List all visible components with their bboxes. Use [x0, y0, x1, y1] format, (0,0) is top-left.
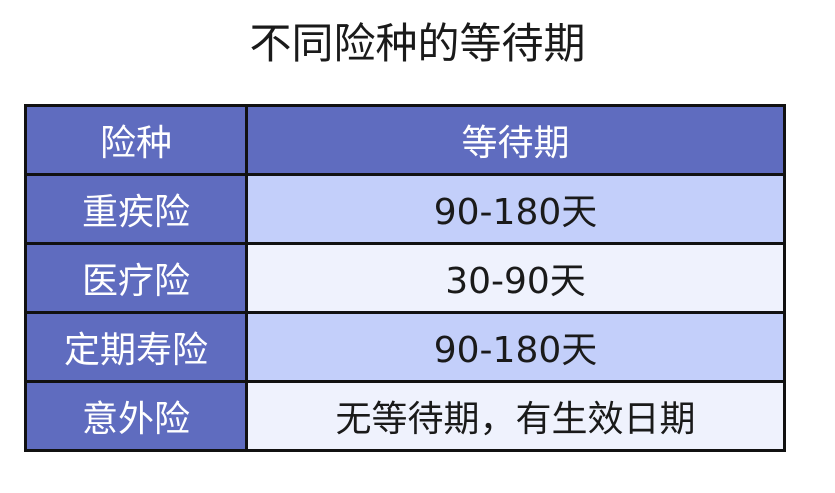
table-row: 定期寿险 90-180天 [24, 311, 786, 383]
page-title: 不同险种的等待期 [249, 19, 586, 68]
waiting-period-cell: 90-180天 [245, 311, 786, 383]
table-header-row: 险种 等待期 [24, 104, 786, 176]
waiting-period-cell: 无等待期，有生效日期 [245, 380, 786, 452]
table-row: 意外险 无等待期，有生效日期 [24, 380, 786, 452]
insurance-type-cell: 定期寿险 [24, 311, 248, 383]
waiting-period-cell: 90-180天 [245, 173, 786, 245]
insurance-type-cell: 重疾险 [24, 173, 248, 245]
waiting-period-cell: 30-90天 [245, 242, 786, 314]
waiting-period-table: 险种 等待期 重疾险 90-180天 医疗险 30-90天 定期寿险 90-18… [24, 104, 786, 452]
insurance-type-cell: 医疗险 [24, 242, 248, 314]
table-row: 重疾险 90-180天 [24, 173, 786, 245]
table-row: 医疗险 30-90天 [24, 242, 786, 314]
header-waiting-period: 等待期 [245, 104, 786, 176]
header-insurance-type: 险种 [24, 104, 248, 176]
insurance-type-cell: 意外险 [24, 380, 248, 452]
